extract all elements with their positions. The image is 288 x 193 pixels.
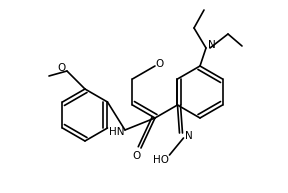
Text: HN: HN xyxy=(109,127,125,137)
Text: O: O xyxy=(58,63,66,73)
Text: N: N xyxy=(185,131,193,141)
Text: O: O xyxy=(133,151,141,161)
Text: N: N xyxy=(208,40,216,50)
Text: O: O xyxy=(156,59,164,69)
Text: HO: HO xyxy=(154,155,169,165)
